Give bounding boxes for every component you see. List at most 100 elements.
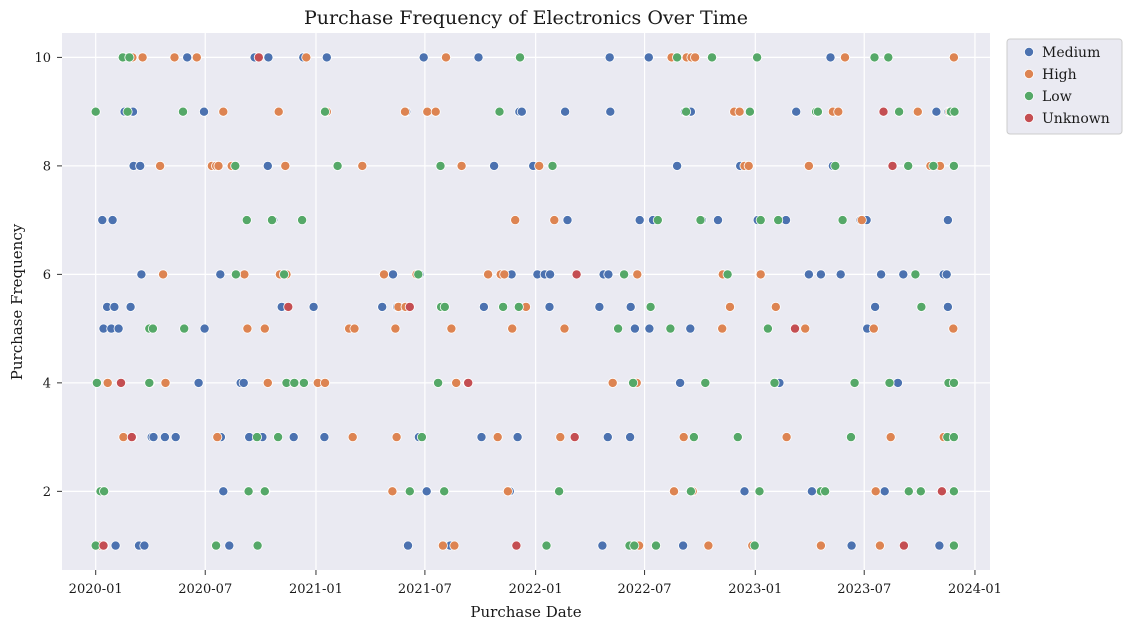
data-point-medium: [238, 377, 249, 388]
data-point-low: [554, 486, 565, 497]
data-point-low: [90, 106, 101, 117]
data-point-medium: [476, 432, 487, 443]
data-point-low: [820, 486, 831, 497]
data-point-high: [870, 486, 881, 497]
data-point-low: [439, 486, 450, 497]
data-point-low: [903, 160, 914, 171]
data-point-high: [885, 432, 896, 443]
data-point-low: [547, 160, 558, 171]
data-point-low: [916, 301, 927, 312]
data-point-high: [499, 269, 510, 280]
legend-box: [1006, 38, 1123, 135]
data-point-medium: [603, 269, 614, 280]
data-point-high: [118, 432, 129, 443]
data-point-low: [883, 52, 894, 63]
data-point-low: [211, 540, 222, 551]
data-point-low: [435, 160, 446, 171]
data-point-medium: [942, 215, 953, 226]
x-tick-label: 2020-07: [178, 582, 232, 597]
data-point-low: [948, 540, 959, 551]
legend-marker-low: [1024, 91, 1035, 102]
data-point-medium: [602, 432, 613, 443]
data-point-high: [815, 540, 826, 551]
data-point-high: [669, 486, 680, 497]
data-point-low: [830, 160, 841, 171]
data-point-low: [230, 269, 241, 280]
legend-label-unknown: Unknown: [1042, 111, 1110, 127]
data-point-medium: [597, 540, 608, 551]
data-point-high: [262, 377, 273, 388]
data-point-medium: [791, 106, 802, 117]
grid-lines: [62, 33, 990, 570]
data-point-low: [144, 377, 155, 388]
legend-marker-high: [1024, 69, 1035, 80]
data-point-high: [840, 52, 851, 63]
y-axis-label: Purchase Frequency: [8, 223, 26, 380]
y-tick-label: 4: [43, 376, 51, 391]
data-point-low: [652, 215, 663, 226]
data-point-low: [837, 215, 848, 226]
data-point-medium: [629, 323, 640, 334]
data-point-medium: [672, 160, 683, 171]
data-point-medium: [110, 540, 121, 551]
plot-background: [62, 33, 990, 570]
data-point-high: [213, 160, 224, 171]
data-point-medium: [898, 269, 909, 280]
data-point-medium: [288, 432, 299, 443]
legend-items: Medium High Low Unknown: [1024, 45, 1110, 127]
data-point-high: [191, 52, 202, 63]
data-point-unknown: [283, 301, 294, 312]
data-point-low: [948, 486, 959, 497]
data-point-low: [695, 215, 706, 226]
data-point-high: [347, 432, 358, 443]
data-point-medium: [879, 486, 890, 497]
x-tick-label: 2022-07: [618, 582, 672, 597]
data-point-medium: [319, 432, 330, 443]
data-point-medium: [560, 106, 571, 117]
data-point-high: [781, 432, 792, 443]
data-point-medium: [604, 52, 615, 63]
data-point-high: [155, 160, 166, 171]
data-point-medium: [739, 486, 750, 497]
data-point-low: [241, 215, 252, 226]
data-point-medium: [321, 52, 332, 63]
data-point-high: [555, 432, 566, 443]
data-point-medium: [148, 432, 159, 443]
legend-label-medium: Medium: [1042, 45, 1100, 61]
data-point-high: [770, 301, 781, 312]
data-point-low: [849, 377, 860, 388]
legend-label-high: High: [1042, 67, 1077, 83]
data-point-medium: [262, 160, 273, 171]
data-point-low: [884, 377, 895, 388]
data-point-high: [422, 106, 433, 117]
data-point-high: [912, 106, 923, 117]
x-tick-label: 2022-01: [509, 582, 563, 597]
data-point-low: [685, 486, 696, 497]
data-point-high: [690, 52, 701, 63]
data-point-medium: [625, 432, 636, 443]
y-tick-label: 6: [43, 268, 51, 283]
data-point-high: [430, 106, 441, 117]
data-point-medium: [159, 432, 170, 443]
data-point-medium: [934, 540, 945, 551]
data-point-low: [762, 323, 773, 334]
data-point-high: [273, 106, 284, 117]
data-point-high: [387, 486, 398, 497]
data-point-low: [773, 215, 784, 226]
data-point-medium: [803, 269, 814, 280]
data-point-low: [124, 52, 135, 63]
data-point-unknown: [878, 106, 889, 117]
data-point-medium: [512, 432, 523, 443]
data-point-high: [502, 486, 513, 497]
data-point-low: [869, 52, 880, 63]
data-point-high: [874, 540, 885, 551]
data-point-low: [259, 486, 270, 497]
data-point-high: [607, 377, 618, 388]
data-point-low: [629, 540, 640, 551]
data-point-medium: [182, 52, 193, 63]
data-point-medium: [562, 215, 573, 226]
data-point-low: [665, 323, 676, 334]
data-point-high: [559, 323, 570, 334]
data-point-medium: [224, 540, 235, 551]
